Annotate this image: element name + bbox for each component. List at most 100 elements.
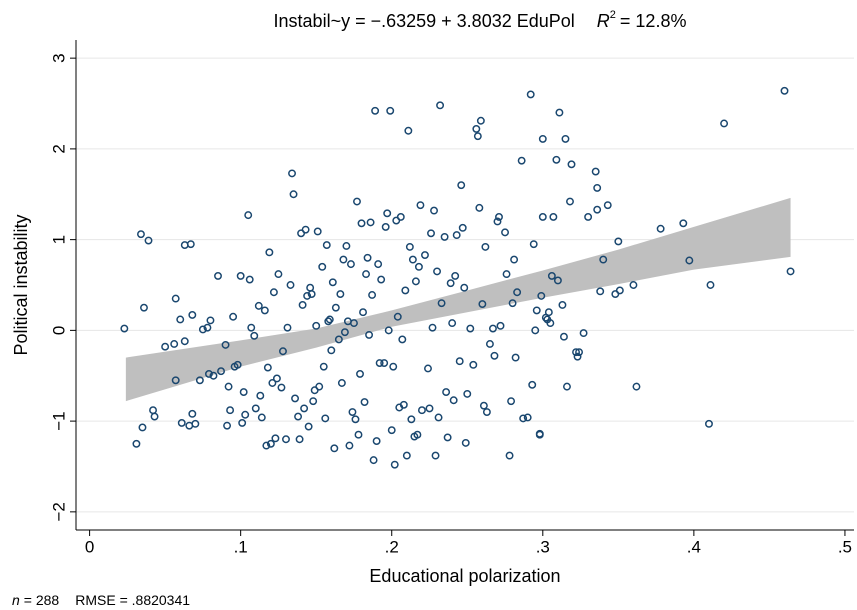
x-tick-label: 0 [85, 537, 94, 556]
point [144, 236, 153, 245]
point [614, 237, 623, 246]
point [519, 414, 528, 423]
point [414, 262, 423, 271]
point [528, 380, 537, 389]
point [244, 211, 253, 220]
point [629, 281, 638, 289]
point [421, 251, 429, 260]
point [217, 367, 225, 376]
confidence-band [125, 197, 791, 402]
point [257, 413, 266, 422]
point [250, 331, 259, 340]
point [430, 206, 438, 215]
point [239, 388, 248, 397]
point [269, 288, 278, 297]
point [398, 335, 407, 344]
point [475, 203, 484, 212]
point [324, 317, 333, 326]
point [478, 300, 487, 309]
point [360, 398, 369, 407]
point [559, 332, 568, 341]
point [241, 410, 250, 419]
point [495, 212, 503, 221]
point [188, 310, 197, 319]
point [508, 299, 517, 308]
point [313, 227, 322, 236]
point [368, 291, 377, 299]
point [149, 406, 157, 415]
point [437, 299, 446, 308]
point [380, 359, 389, 367]
x-tick-label: .2 [385, 537, 399, 556]
point [233, 360, 242, 369]
point [685, 256, 694, 265]
point [371, 106, 380, 115]
point [449, 396, 458, 405]
point [306, 283, 315, 292]
point [291, 394, 299, 403]
point [549, 212, 558, 221]
point [321, 414, 330, 423]
point [507, 397, 516, 406]
point [481, 242, 490, 251]
point [679, 219, 688, 228]
point [283, 323, 292, 332]
point [337, 379, 346, 387]
point [407, 415, 416, 424]
point [209, 371, 218, 380]
point [150, 412, 159, 421]
point [593, 205, 602, 214]
point [188, 409, 197, 418]
point [289, 190, 298, 199]
point [428, 323, 437, 332]
point [268, 379, 277, 387]
point [553, 276, 562, 285]
point [603, 201, 612, 210]
point [517, 156, 526, 165]
point [176, 315, 185, 324]
point [372, 437, 381, 446]
point [502, 270, 511, 279]
point [186, 240, 195, 249]
point [786, 267, 795, 276]
point [288, 169, 296, 178]
point [132, 439, 141, 448]
point [295, 435, 304, 444]
point [366, 218, 375, 227]
point [346, 260, 355, 269]
point [386, 106, 395, 115]
point [552, 155, 561, 164]
point [138, 423, 147, 432]
point [254, 301, 263, 310]
point [330, 444, 339, 453]
r2-power: 2 [610, 9, 616, 21]
point [460, 283, 469, 292]
point [374, 260, 383, 269]
point [198, 325, 207, 334]
point [307, 290, 316, 299]
y-axis-label: Political instability [11, 214, 31, 355]
point [351, 415, 360, 424]
point [350, 319, 358, 328]
point [485, 340, 494, 348]
point [300, 404, 309, 413]
point [535, 429, 544, 438]
y-tick-label: 3 [49, 53, 68, 62]
point [706, 281, 715, 289]
point [315, 382, 324, 391]
x-tick-label: .4 [687, 537, 701, 556]
point [538, 212, 547, 221]
point [393, 312, 402, 321]
point [309, 397, 318, 406]
point [294, 412, 303, 421]
point [384, 326, 393, 335]
point [345, 441, 354, 450]
point [405, 242, 414, 251]
point [404, 126, 413, 135]
point [137, 230, 145, 239]
y-tick-label: 0 [49, 326, 68, 335]
point [325, 315, 334, 324]
footnote: n = 288 RMSE = .8820341 [12, 592, 190, 608]
point [544, 308, 553, 317]
